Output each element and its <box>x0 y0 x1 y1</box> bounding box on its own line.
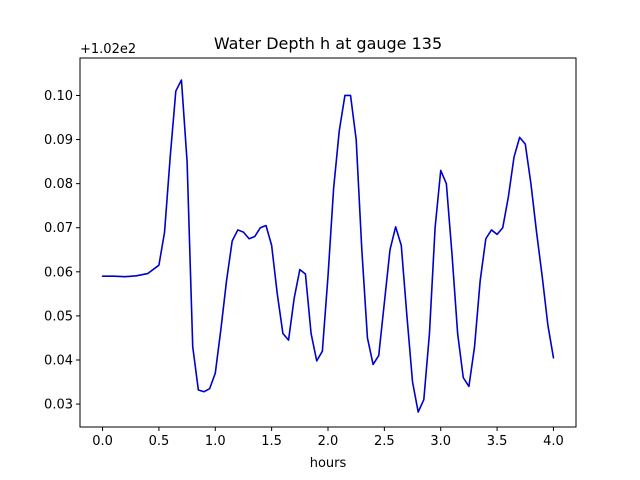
plot-frame <box>79 57 577 428</box>
y-tick-label-6: 0.09 <box>44 133 73 148</box>
y-offset-label: +1.02e2 <box>80 42 136 57</box>
y-tick-label-4: 0.07 <box>44 221 73 236</box>
y-tick-label-3: 0.06 <box>44 265 73 280</box>
x-tick-label-3: 1.5 <box>261 434 282 449</box>
x-axis-label: hours <box>310 456 347 471</box>
y-tick-label-0: 0.03 <box>44 398 73 413</box>
x-tick-label-7: 3.5 <box>487 434 508 449</box>
x-tick-label-4: 2.0 <box>318 434 339 449</box>
x-tick-label-8: 4.0 <box>543 434 564 449</box>
x-tick-label-2: 1.0 <box>205 434 226 449</box>
x-tick-label-0: 0.0 <box>92 434 113 449</box>
x-tick-label-6: 3.0 <box>430 434 451 449</box>
y-tick-label-1: 0.04 <box>44 353 73 368</box>
x-tick-label-5: 2.5 <box>374 434 395 449</box>
chart-title: Water Depth h at gauge 135 <box>214 34 442 53</box>
y-tick-label-5: 0.08 <box>44 177 73 192</box>
y-tick-label-2: 0.05 <box>44 309 73 324</box>
series-line-0 <box>101 79 555 413</box>
y-tick-label-7: 0.10 <box>44 89 73 104</box>
plot-layer: 0.0 0.5 1.0 1.5 2.0 2.5 3.0 3.5 4.0 0.03 0.04 0.05 0… <box>44 57 577 449</box>
x-tick-label-1: 0.5 <box>149 434 170 449</box>
